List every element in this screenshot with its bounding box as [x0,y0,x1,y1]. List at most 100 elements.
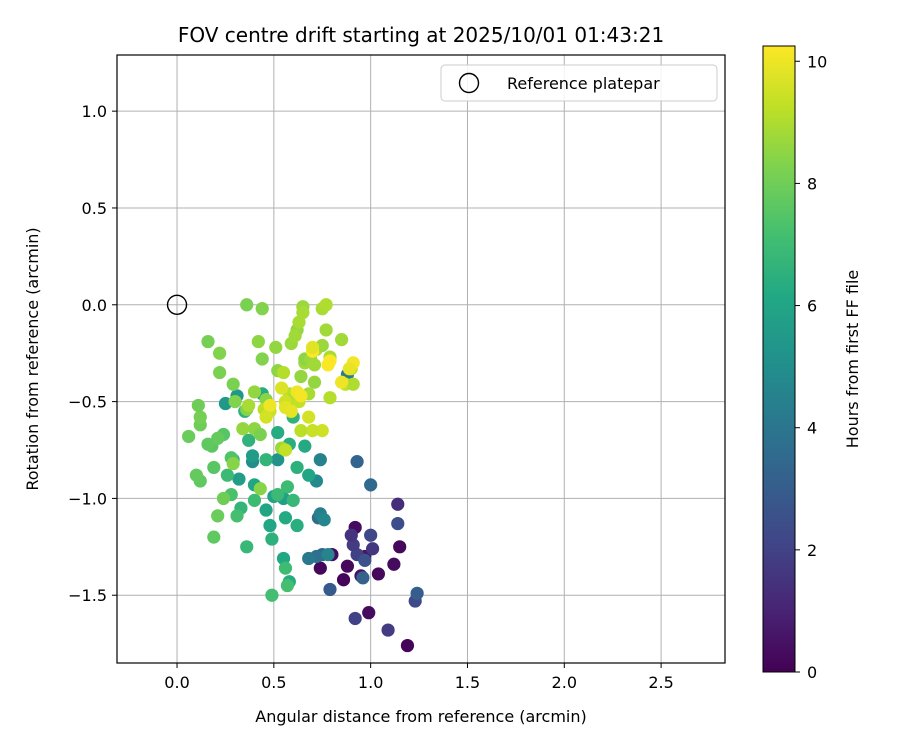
x-tick-label: 2.0 [552,673,577,692]
colorbar-tick-label: 2 [807,541,817,560]
data-point [228,394,242,409]
data-point [391,516,405,531]
x-axis-label: Angular distance from reference (arcmin) [255,707,586,726]
data-point [278,561,293,575]
data-point [245,449,260,463]
data-point [226,377,240,391]
data-point [247,385,262,399]
data-point [269,340,283,354]
data-point [259,410,273,424]
data-point [400,638,415,653]
data-point [226,456,240,471]
data-point [358,553,372,567]
data-point [346,377,360,391]
data-point [305,424,320,438]
data-point [335,375,349,389]
data-point [387,557,401,571]
data-point [201,437,215,451]
data-point [294,424,308,438]
data-point [271,425,285,440]
data-point [336,573,351,587]
colorbar-tick-label: 4 [807,419,817,438]
colorbar-tick-label: 10 [807,52,827,71]
reference-marker [166,294,188,315]
data-point [230,509,244,523]
data-point [280,480,294,494]
data-point [342,362,356,376]
data-point [305,340,320,354]
data-points [182,298,424,653]
y-axis-label: Rotation from reference (arcmin) [23,227,42,490]
x-tick-label: 1.5 [455,673,480,692]
data-point [302,410,316,424]
data-point [313,561,327,575]
y-axis-ticks: −1.5 −1.0 −0.5 0.0 0.5 1.0 [68,102,117,605]
chart-title: FOV centre drift starting at 2025/10/01 … [178,23,664,47]
data-point [298,439,312,453]
data-point [201,334,215,349]
data-point [255,352,269,366]
data-point [271,453,285,467]
data-point [323,582,337,597]
data-point [189,468,203,482]
data-point [216,491,231,506]
data-point [232,472,246,486]
data-point [211,431,225,445]
data-point [274,381,289,395]
legend-marker-icon [458,72,480,94]
data-point [381,623,395,637]
y-tick-label: −1.5 [68,586,107,605]
plot-frame [116,54,726,664]
data-point [371,567,386,581]
data-point [288,329,302,343]
data-point [242,433,256,447]
y-tick-label: 1.0 [82,102,107,121]
y-tick-label: −1.0 [68,489,107,508]
data-point [323,354,337,368]
legend-box [440,64,718,102]
data-point [307,358,322,372]
data-point [290,460,304,475]
data-point [307,375,322,389]
data-point [193,410,207,424]
data-point [182,429,196,444]
data-point [313,453,327,467]
data-point [315,424,329,438]
data-point [263,518,277,533]
data-point [321,547,335,562]
y-tick-label: −0.5 [68,393,107,412]
data-point [356,571,370,585]
data-point [220,468,234,482]
colorbar-label: Hours from first FF file [843,270,862,449]
data-point [207,460,221,475]
data-point [213,346,227,360]
data-point [364,528,378,542]
data-point [253,482,267,496]
data-point [391,497,405,511]
data-point [362,606,376,620]
data-point [265,588,279,602]
data-point [265,532,279,546]
y-tick-label: 0.0 [82,296,107,315]
x-tick-label: 2.5 [648,673,673,692]
data-point [364,478,378,492]
data-point [317,513,331,527]
y-tick-label: 0.5 [82,199,107,218]
legend-label: Reference platepar [507,74,660,93]
data-point [211,509,225,523]
legend: Reference platepar [440,64,718,102]
data-point [247,493,262,507]
data-point [240,540,254,554]
data-point [344,528,358,542]
colorbar: 0 2 4 6 8 10 Hours from first FF file [762,45,862,682]
data-point [278,511,293,525]
colorbar-tick-label: 0 [807,663,817,682]
x-tick-label: 0.0 [164,673,189,692]
data-point [319,298,333,312]
data-point [294,369,308,384]
data-point [213,365,227,380]
colorbar-tick-label: 6 [807,297,817,316]
data-point [263,398,277,413]
data-point [350,455,364,469]
